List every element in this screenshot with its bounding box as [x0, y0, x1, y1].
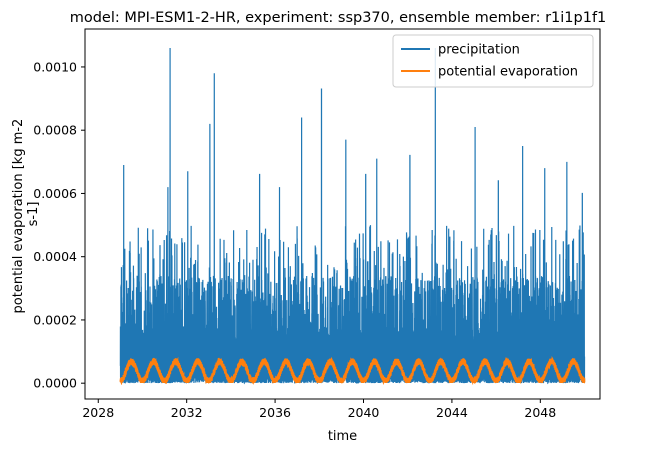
chart-title: model: MPI-ESM1-2-HR, experiment: ssp370…: [70, 10, 607, 26]
legend: precipitation potential evaporation: [392, 34, 594, 88]
x-axis-label: time: [328, 429, 357, 444]
legend-frame: [392, 34, 594, 88]
series-line-precipitation: [119, 47, 586, 385]
series-layer: [119, 47, 586, 386]
x-tick-label: 2048: [524, 405, 556, 420]
plot-area: [84, 28, 601, 400]
y-axis-label-line-1: potential evaporation [kg m-2: [11, 119, 26, 314]
y-tick-label: 0.0008: [33, 123, 77, 138]
legend-label-potential-evaporation: potential evaporation: [438, 65, 578, 80]
series-line-potential-evaporation: [119, 355, 586, 386]
y-tick-label: 0.0002: [33, 312, 77, 327]
y-tick-label: 0.0004: [33, 249, 77, 264]
y-tick-label: 0.0006: [33, 186, 77, 201]
x-axis: 2028 2032 2036 2040 2044 2048: [82, 399, 556, 420]
x-tick-label: 2028: [82, 405, 114, 420]
y-axis: 0.0000 0.0002 0.0004 0.0006 0.0008 0.0010: [33, 59, 85, 391]
x-tick-label: 2032: [171, 405, 203, 420]
x-tick-label: 2044: [436, 405, 468, 420]
y-tick-label: 0.0000: [33, 376, 77, 391]
y-tick-label: 0.0010: [33, 59, 77, 74]
y-axis-label-line-2: s-1]: [26, 202, 41, 227]
y-axis-label: potential evaporation [kg m-2 s-1]: [11, 115, 41, 314]
plot-frame: [84, 28, 601, 400]
legend-label-precipitation: precipitation: [438, 43, 520, 58]
x-tick-label: 2036: [259, 405, 291, 420]
x-tick-label: 2040: [348, 405, 380, 420]
